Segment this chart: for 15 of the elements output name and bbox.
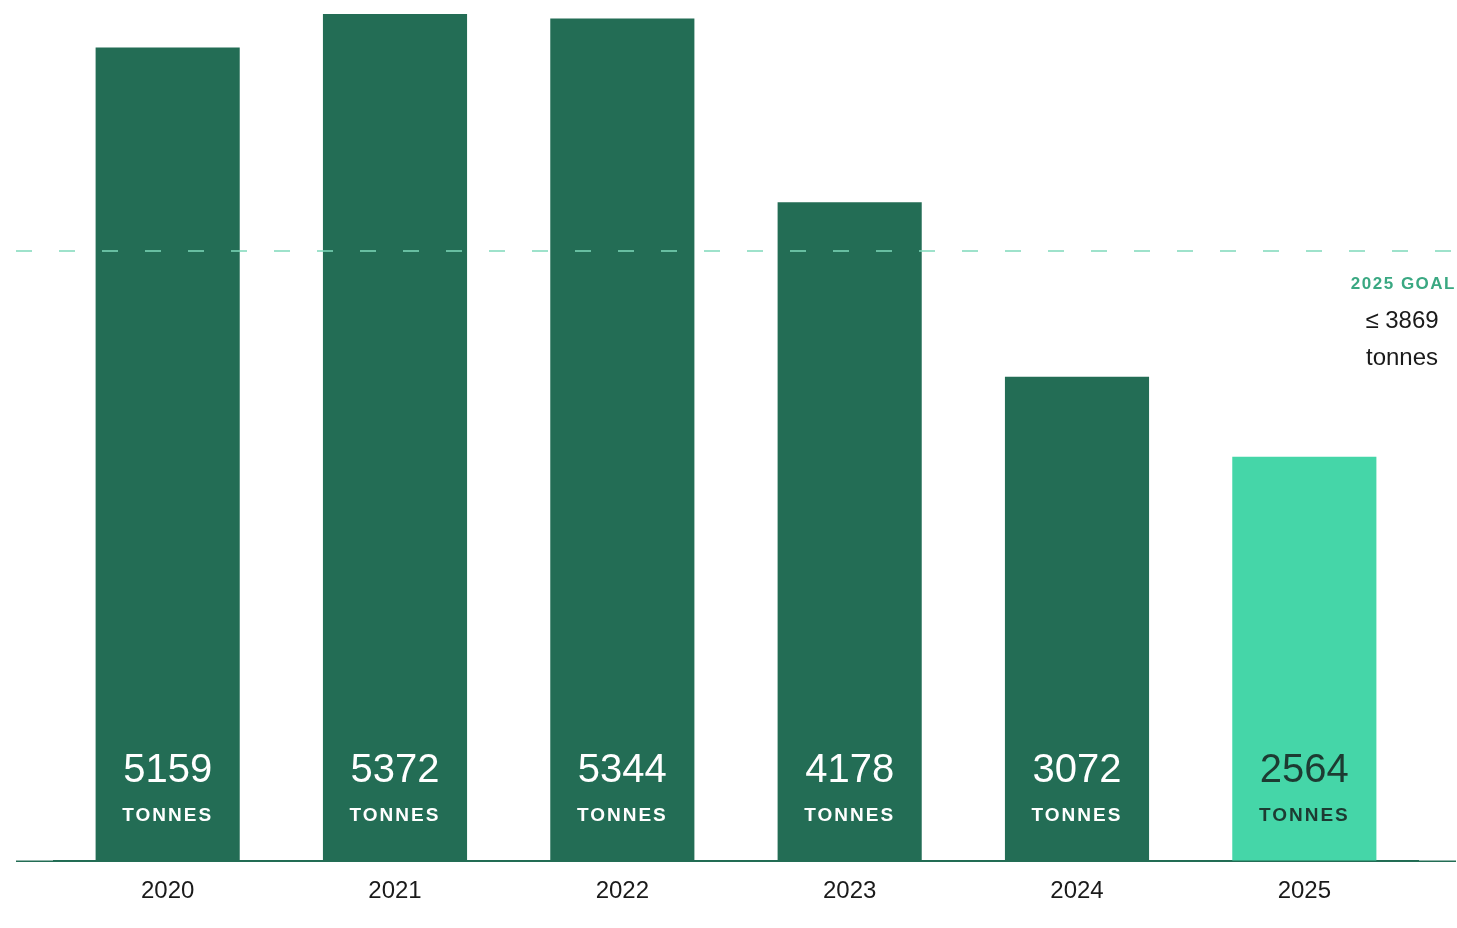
x-tick-label: 2025 (1277, 876, 1332, 904)
x-tick-label: 2021 (368, 876, 422, 904)
x-tick-label: 2022 (595, 876, 650, 904)
data-label: 2564 TONNES (1258, 746, 1350, 826)
x-tick-label: 2023 (822, 876, 877, 904)
ref-line-label: 2025 GOAL (1350, 273, 1456, 293)
data-label: 5159 TONNES (122, 746, 214, 826)
bar (1232, 456, 1377, 862)
x-tick-label: 2020 (140, 876, 195, 904)
annotation: ≤ 3869 tonnes (1365, 305, 1439, 370)
x-tick-label: 2024 (1050, 876, 1104, 904)
data-label: 5344 TONNES (576, 746, 668, 826)
data-label: 4178 TONNES (804, 746, 896, 826)
data-label: 5372 TONNES (349, 746, 441, 826)
data-label: 3072 TONNES (1031, 746, 1123, 826)
